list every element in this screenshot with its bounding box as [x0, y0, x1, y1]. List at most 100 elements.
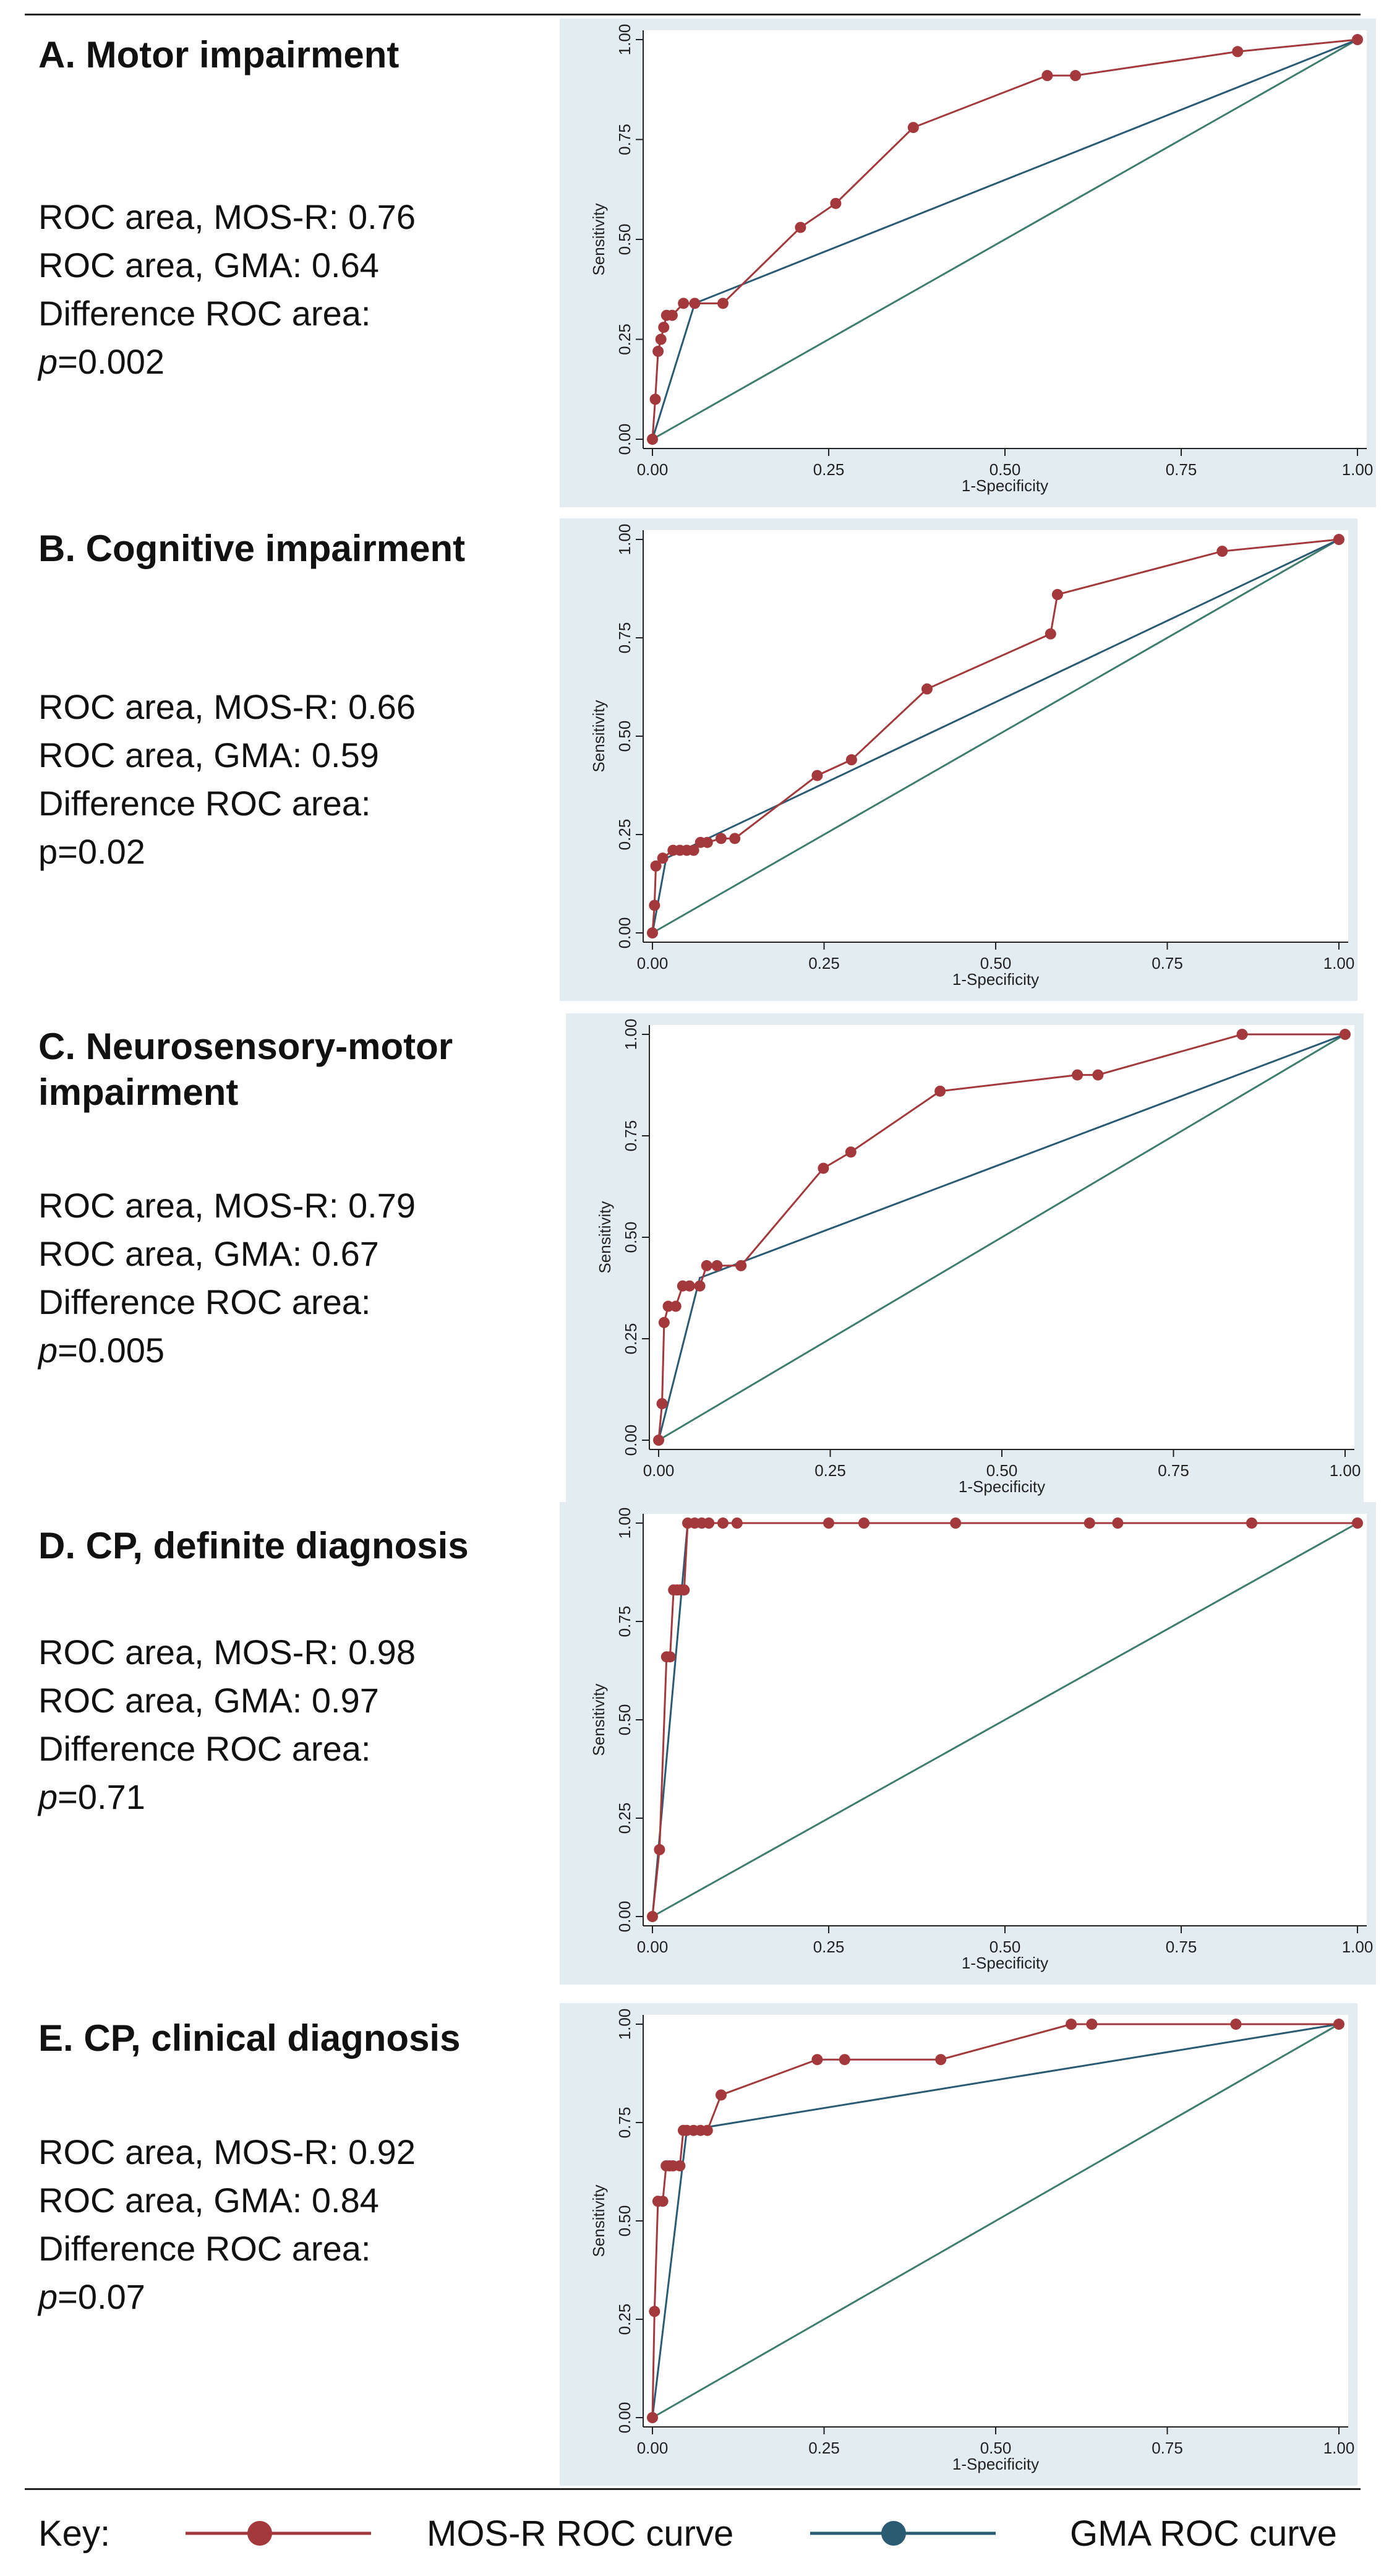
mosr-roc-point — [1112, 1518, 1124, 1529]
mosr-roc-point — [652, 345, 664, 357]
mosr-roc-point — [688, 844, 699, 856]
mosr-roc-point — [683, 1280, 695, 1292]
panel-a-stat-line: Difference ROC area: — [38, 294, 371, 333]
mosr-roc-point — [647, 2412, 658, 2423]
roc-chart-b-svg: 0.00 0.25 0.50 0.75 1.00 0.00 0.25 0.50 0.75 1.00… — [589, 524, 1355, 989]
key-label: Key: — [38, 2514, 111, 2554]
x-tick-label: 0.50 — [980, 954, 1012, 972]
mosr-roc-point — [678, 1584, 690, 1596]
mosr-roc-point — [1216, 546, 1228, 557]
y-axis-title: Sensitivity — [589, 700, 608, 772]
p-value-text: =0.02 — [58, 832, 145, 871]
mosr-roc-point — [845, 754, 857, 766]
reference-diagonal-line — [652, 1522, 1358, 1918]
x-tick-label: 0.25 — [814, 1461, 846, 1480]
mosr-roc-point — [1232, 46, 1244, 58]
roc-chart-d-svg: 0.00 0.25 0.50 0.75 1.00 0.00 0.25 0.50 0.75 1.00… — [589, 1508, 1373, 1972]
x-tick-label: 0.00 — [637, 2439, 669, 2457]
x-tick-label: 0.25 — [813, 1938, 845, 1956]
y-tick-label: 0.75 — [615, 2107, 634, 2139]
panel-d-stats: ROC area, MOS-R: 0.98 ROC area, GMA: 0.97… — [38, 1628, 545, 1821]
roc-chart-e-svg: 0.00 0.25 0.50 0.75 1.00 0.00 0.25 0.50 0.75 1.00… — [589, 2009, 1354, 2473]
mosr-roc-point — [1352, 1518, 1363, 1529]
mosr-roc-point — [689, 298, 701, 309]
gma-legend-marker — [810, 2521, 996, 2546]
x-tick-label: 0.50 — [986, 1461, 1018, 1480]
mosr-roc-point — [845, 1146, 857, 1158]
roc-chart-a: 0.00 0.25 0.50 0.75 1.00 0.00 0.25 0.50 0.75 1.00… — [560, 19, 1376, 507]
key-rule — [25, 2488, 1361, 2490]
y-tick-label: 0.25 — [615, 819, 634, 851]
x-tick-label: 1.00 — [1330, 1461, 1361, 1480]
x-tick-label: 0.00 — [637, 460, 669, 479]
mosr-roc-point — [729, 833, 741, 844]
x-tick-label: 0.75 — [1152, 2439, 1183, 2457]
mosr-roc-point — [657, 2196, 669, 2207]
p-value-text: =0.07 — [58, 2277, 145, 2316]
reference-diagonal-line — [652, 38, 1358, 440]
y-tick-label: 0.50 — [615, 721, 634, 752]
x-tick-label: 0.75 — [1166, 460, 1197, 479]
x-axis-title: 1-Specificity — [962, 476, 1048, 495]
p-symbol: p — [38, 2277, 58, 2316]
panel-a-stat-line: ROC area, MOS-R: 0.76 — [38, 197, 416, 236]
mosr-roc-point — [935, 2054, 947, 2066]
mosr-roc-point — [647, 1911, 658, 1922]
mosr-roc-point — [649, 899, 660, 911]
mosr-roc-point — [1352, 34, 1363, 45]
y-axis-title: Sensitivity — [596, 1201, 614, 1273]
panel-e-stat-line: ROC area, MOS-R: 0.92 — [38, 2132, 416, 2171]
y-tick-label: 0.25 — [615, 1803, 634, 1834]
mosr-roc-point — [731, 1518, 743, 1529]
mosr-roc-point — [650, 860, 662, 872]
x-axis-title: 1-Specificity — [952, 970, 1039, 989]
mosr-roc-point — [1333, 2019, 1344, 2030]
y-axis-title: Sensitivity — [589, 203, 608, 275]
panel-e-p-value: p=0.07 — [38, 2273, 545, 2321]
mosr-roc-point — [666, 309, 678, 321]
panel-c-stat-line: ROC area, GMA: 0.67 — [38, 1234, 379, 1273]
panel-e-title: E. CP, clinical diagnosis — [38, 2017, 461, 2059]
x-tick-label: 0.25 — [808, 2439, 840, 2457]
y-tick-label: 1.00 — [615, 524, 634, 556]
y-tick-label: 0.00 — [615, 2402, 634, 2434]
mosr-roc-point — [1086, 2019, 1098, 2030]
x-tick-label: 1.00 — [1323, 954, 1355, 972]
x-tick-label: 0.25 — [808, 954, 840, 972]
p-symbol: p — [38, 1331, 58, 1370]
x-tick-label: 0.00 — [637, 1938, 669, 1956]
legend-key: Key: MOS-R ROC curve GMA ROC curve — [0, 2499, 1389, 2567]
gma-legend-dot — [881, 2521, 906, 2546]
y-axis-title: Sensitivity — [589, 2184, 608, 2257]
x-tick-label: 0.00 — [637, 954, 669, 972]
mosr-roc-point — [716, 2089, 727, 2101]
panel-b-stat-line: ROC area, MOS-R: 0.66 — [38, 687, 416, 726]
roc-chart-d: 0.00 0.25 0.50 0.75 1.00 0.00 0.25 0.50 0.75 1.00… — [560, 1502, 1376, 1985]
panel-d-title: D. CP, definite diagnosis — [38, 1525, 469, 1566]
gma-roc-line — [657, 1033, 1346, 1441]
y-tick-label: 1.00 — [615, 24, 634, 56]
mosr-legend-marker — [186, 2521, 371, 2546]
gma-legend-label: GMA ROC curve — [1070, 2514, 1337, 2554]
panel-c-p-value: p=0.005 — [38, 1326, 545, 1375]
x-tick-label: 0.25 — [813, 460, 845, 479]
y-tick-label: 0.75 — [615, 1606, 634, 1638]
mosr-roc-point — [1066, 2019, 1077, 2030]
roc-chart-c-svg: 0.00 0.25 0.50 0.75 1.00 0.00 0.25 0.50 0.75 1.00… — [596, 1019, 1361, 1496]
x-tick-label: 0.75 — [1166, 1938, 1197, 1956]
p-symbol: p — [38, 342, 58, 381]
x-tick-label: 1.00 — [1342, 460, 1374, 479]
x-tick-label: 0.50 — [989, 460, 1021, 479]
mosr-roc-point — [1083, 1518, 1095, 1529]
mosr-legend-label: MOS-R ROC curve — [427, 2514, 734, 2554]
roc-chart-b: 0.00 0.25 0.50 0.75 1.00 0.00 0.25 0.50 0.75 1.00… — [560, 518, 1357, 1001]
roc-chart-a-svg: 0.00 0.25 0.50 0.75 1.00 0.00 0.25 0.50 0.75 1.00… — [589, 24, 1374, 495]
mosr-roc-point — [717, 1518, 729, 1529]
mosr-roc-point — [664, 1651, 676, 1663]
mosr-roc-point — [656, 1397, 668, 1409]
y-tick-label: 1.00 — [615, 2009, 634, 2040]
panel-b-stats: ROC area, MOS-R: 0.66 ROC area, GMA: 0.59… — [38, 683, 545, 876]
y-tick-label: 0.75 — [615, 124, 634, 155]
x-axis-title: 1-Specificity — [962, 1954, 1048, 1972]
mosr-roc-point — [1070, 70, 1081, 82]
